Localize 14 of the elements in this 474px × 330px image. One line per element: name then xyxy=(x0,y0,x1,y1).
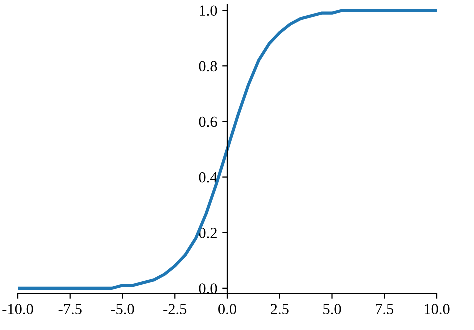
x-tick-label: 10.0 xyxy=(424,304,450,315)
y-tick-label: 0.6 xyxy=(199,116,218,128)
y-tick-label: 0.8 xyxy=(199,61,218,72)
x-tick-label: 2.5 xyxy=(270,304,289,315)
x-tick-label: -10.0 xyxy=(2,304,34,315)
x-tick-label: -5.0 xyxy=(111,304,134,315)
x-tick-label: -7.5 xyxy=(58,304,82,315)
x-tick-label: 0.0 xyxy=(218,304,236,315)
x-tick-label: 7.5 xyxy=(376,304,394,315)
x-tick-label: 5.0 xyxy=(324,304,342,315)
y-tick-label: 0.4 xyxy=(199,172,218,183)
x-tick-label: -2.5 xyxy=(164,304,187,315)
y-tick-label: 0.0 xyxy=(199,284,218,294)
y-tick-label: 1.0 xyxy=(200,6,218,16)
